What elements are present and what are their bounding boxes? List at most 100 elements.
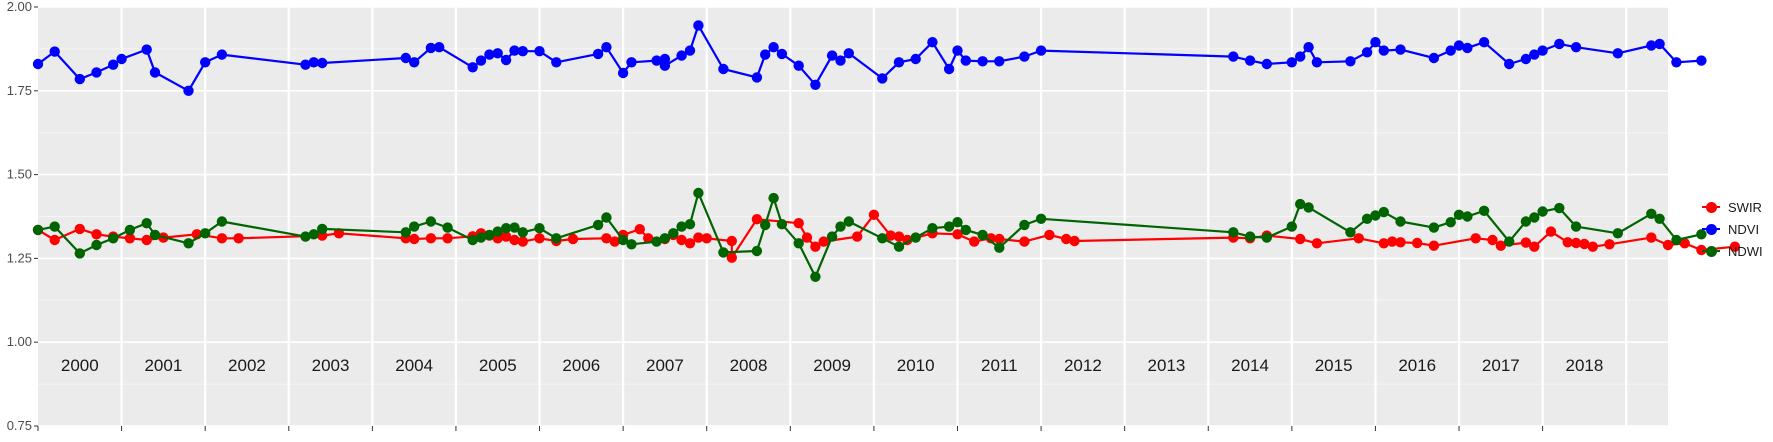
data-point-ndwi (1654, 213, 1665, 224)
data-point-ndwi (49, 221, 60, 232)
data-point-ndwi (1428, 222, 1440, 233)
data-point-ndvi (467, 62, 478, 73)
data-point-ndvi (1395, 44, 1406, 55)
data-point-ndvi (1261, 58, 1273, 70)
data-point-ndwi (1370, 210, 1381, 221)
y-tick-label: 1.75 (7, 83, 32, 98)
data-point-ndwi (216, 216, 228, 227)
data-point-swir (985, 233, 997, 244)
data-point-ndwi (551, 233, 562, 244)
data-point-ndvi (910, 53, 921, 65)
data-point-ndwi (592, 219, 604, 231)
data-point-swir (1604, 239, 1615, 250)
data-point-ndvi (1286, 57, 1298, 68)
data-point-ndwi (776, 219, 788, 230)
data-point-ndvi (877, 73, 888, 84)
data-point-ndvi (927, 37, 938, 48)
data-point-swir (509, 234, 520, 246)
data-point-ndvi (1453, 40, 1465, 51)
data-point-ndwi (826, 231, 838, 242)
y-tick-label: 1.50 (7, 167, 32, 182)
x-year-label: 2006 (562, 356, 600, 375)
legend-label-ndwi: NDWI (1728, 243, 1763, 259)
data-point-swir (1470, 233, 1481, 244)
data-point-swir (216, 233, 228, 244)
data-point-ndvi (952, 45, 963, 56)
data-point-ndwi (1361, 213, 1373, 224)
x-year-label: 2011 (981, 356, 1018, 375)
data-point-ndwi (300, 231, 311, 242)
data-point-ndvi (434, 42, 445, 53)
data-point-swir (500, 231, 512, 242)
data-point-ndwi (1504, 236, 1515, 247)
data-point-ndwi (651, 236, 662, 247)
data-point-ndvi (1529, 49, 1540, 60)
y-tick-label: 1.00 (7, 334, 32, 349)
data-point-swir (969, 236, 980, 247)
data-point-ndwi (74, 248, 86, 259)
data-point-swir (1019, 236, 1030, 247)
data-point-ndvi (1520, 53, 1532, 65)
data-point-ndwi (927, 223, 938, 234)
data-point-swir (1529, 241, 1540, 252)
data-point-ndvi (676, 50, 687, 61)
series-ndwi (32, 187, 1707, 282)
x-year-label: 2007 (646, 356, 684, 375)
data-point-ndvi (760, 49, 771, 60)
data-point-ndvi (1646, 40, 1657, 51)
data-point-swir (1662, 239, 1674, 251)
x-year-label: 2000 (61, 356, 99, 375)
data-point-ndwi (1520, 216, 1532, 227)
data-point-swir (893, 231, 905, 242)
data-point-ndvi (751, 72, 763, 83)
data-point-ndvi (317, 57, 328, 69)
data-point-ndwi (668, 228, 679, 239)
data-point-ndvi (651, 55, 662, 66)
data-point-swir (852, 231, 863, 242)
x-year-label: 2012 (1064, 356, 1102, 375)
data-point-ndwi (400, 227, 411, 238)
data-point-swir (1395, 237, 1406, 248)
data-point-swir (1387, 236, 1398, 247)
data-point-ndwi (1537, 206, 1548, 217)
data-point-ndwi (659, 233, 671, 244)
data-point-ndwi (517, 227, 528, 238)
data-point-ndvi (1504, 58, 1515, 70)
legend-item-ndwi: NDWI (1700, 240, 1766, 262)
x-year-label: 2010 (897, 356, 935, 375)
data-point-swir (74, 223, 86, 235)
y-tick-label: 0.75 (7, 418, 32, 433)
data-point-ndvi (141, 44, 152, 55)
legend-key-ndvi (1700, 218, 1722, 240)
data-point-ndwi (994, 242, 1005, 253)
data-point-ndwi (124, 224, 136, 236)
data-point-ndvi (626, 57, 637, 68)
data-point-ndvi (1019, 51, 1030, 62)
data-point-ndvi (91, 67, 102, 78)
data-point-ndvi (74, 73, 86, 85)
data-point-swir (801, 232, 813, 243)
data-point-ndvi (500, 54, 512, 66)
data-point-swir (868, 209, 880, 220)
data-point-ndvi (425, 42, 437, 54)
data-point-ndvi (768, 42, 779, 53)
data-point-ndvi (1445, 45, 1456, 56)
data-point-ndwi (308, 229, 319, 240)
x-year-label: 2009 (813, 356, 851, 375)
data-point-ndvi (1303, 42, 1314, 53)
data-point-swir (1679, 238, 1690, 249)
data-point-ndvi (835, 55, 846, 66)
x-year-label: 2015 (1315, 356, 1353, 375)
data-point-swir (1570, 237, 1582, 249)
data-point-ndvi (1345, 56, 1356, 67)
data-point-ndwi (534, 223, 545, 234)
data-point-swir (1295, 233, 1306, 245)
data-point-swir (1061, 233, 1072, 245)
data-point-ndvi (960, 55, 971, 66)
data-point-ndvi (32, 58, 44, 70)
y-axis: 0.75 1.00 1.25 1.50 1.75 2.00 (7, 0, 38, 433)
y-tick-label: 2.00 (7, 0, 32, 14)
data-point-ndwi (835, 221, 846, 232)
data-point-swir (1495, 240, 1507, 251)
